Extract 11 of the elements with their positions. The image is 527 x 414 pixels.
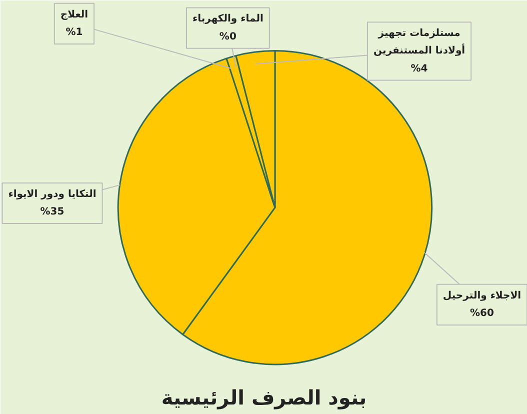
data-label: %35 xyxy=(40,206,64,218)
slice-label: مستلزمات تجهيز أولادنا المستنفرين xyxy=(373,28,466,57)
data-label: %60 xyxy=(470,308,494,319)
slice-label: التكايا ودور الايواء xyxy=(8,188,96,200)
data-label: %1 xyxy=(66,26,83,38)
category-label: الماء والكهرباء xyxy=(192,14,264,25)
slice-label: العلاج xyxy=(60,9,88,20)
text: %0 xyxy=(219,31,236,42)
slice-label: الاجلاء والترحيل xyxy=(442,290,522,302)
text: بنود الصرف الرئيسية xyxy=(161,386,367,410)
data-label: %4 xyxy=(410,63,428,74)
